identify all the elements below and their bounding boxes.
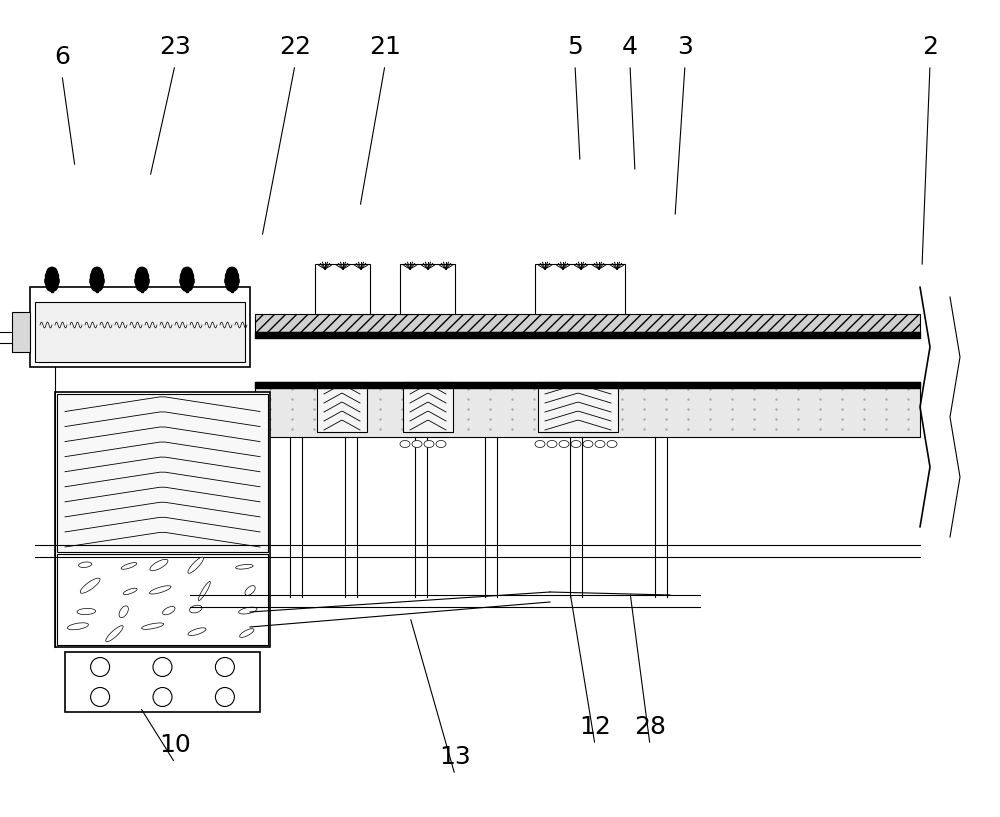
Ellipse shape <box>188 627 206 636</box>
Circle shape <box>180 270 194 283</box>
Ellipse shape <box>80 578 100 593</box>
Ellipse shape <box>77 609 96 614</box>
Bar <box>51 284 53 292</box>
Circle shape <box>153 687 172 707</box>
Text: 6: 6 <box>54 45 70 69</box>
Circle shape <box>227 267 237 278</box>
Ellipse shape <box>571 440 581 448</box>
Circle shape <box>153 658 172 676</box>
Circle shape <box>92 267 102 278</box>
Text: 3: 3 <box>677 35 693 59</box>
Text: 22: 22 <box>279 35 311 59</box>
Ellipse shape <box>121 563 137 569</box>
Circle shape <box>90 270 104 283</box>
FancyBboxPatch shape <box>35 302 245 362</box>
FancyBboxPatch shape <box>535 264 625 314</box>
Circle shape <box>135 274 149 288</box>
Ellipse shape <box>198 582 210 600</box>
Text: 13: 13 <box>439 745 471 769</box>
FancyBboxPatch shape <box>255 382 920 437</box>
Ellipse shape <box>106 626 123 642</box>
Circle shape <box>215 658 234 676</box>
Circle shape <box>182 267 192 278</box>
FancyBboxPatch shape <box>57 394 268 552</box>
Ellipse shape <box>607 440 617 448</box>
Circle shape <box>90 274 104 288</box>
Ellipse shape <box>190 605 202 613</box>
Ellipse shape <box>150 560 168 571</box>
Ellipse shape <box>149 586 171 594</box>
Ellipse shape <box>583 440 593 448</box>
FancyBboxPatch shape <box>538 382 618 432</box>
Text: 4: 4 <box>622 35 638 59</box>
Ellipse shape <box>412 440 422 448</box>
Circle shape <box>226 279 238 292</box>
Ellipse shape <box>559 440 569 448</box>
Ellipse shape <box>142 623 164 629</box>
FancyBboxPatch shape <box>30 287 250 367</box>
Ellipse shape <box>239 607 257 614</box>
Circle shape <box>136 279 148 292</box>
Ellipse shape <box>595 440 605 448</box>
Circle shape <box>137 267 147 278</box>
Circle shape <box>91 687 110 707</box>
Bar <box>231 284 233 292</box>
Ellipse shape <box>123 588 137 595</box>
Circle shape <box>225 270 239 283</box>
Circle shape <box>46 270 58 283</box>
Circle shape <box>225 274 239 288</box>
Ellipse shape <box>119 606 128 618</box>
Circle shape <box>46 279 58 292</box>
Ellipse shape <box>436 440 446 448</box>
Ellipse shape <box>67 623 88 630</box>
Ellipse shape <box>236 565 253 569</box>
Ellipse shape <box>79 562 92 568</box>
FancyBboxPatch shape <box>403 382 453 432</box>
FancyBboxPatch shape <box>317 382 367 432</box>
Circle shape <box>215 687 234 707</box>
Text: 2: 2 <box>922 35 938 59</box>
Text: 21: 21 <box>369 35 401 59</box>
Ellipse shape <box>240 628 254 637</box>
Circle shape <box>45 274 59 288</box>
Bar <box>186 284 188 292</box>
Text: 10: 10 <box>159 733 191 757</box>
Ellipse shape <box>245 586 255 596</box>
Circle shape <box>91 279 103 292</box>
FancyBboxPatch shape <box>400 264 455 314</box>
Ellipse shape <box>188 557 203 574</box>
FancyBboxPatch shape <box>255 314 920 332</box>
Text: 23: 23 <box>159 35 191 59</box>
FancyBboxPatch shape <box>12 312 30 352</box>
Circle shape <box>136 270 148 283</box>
Ellipse shape <box>400 440 410 448</box>
Ellipse shape <box>535 440 545 448</box>
Circle shape <box>181 279 193 292</box>
Ellipse shape <box>163 606 175 615</box>
Text: 28: 28 <box>634 715 666 739</box>
Text: 5: 5 <box>567 35 583 59</box>
Bar <box>96 284 98 292</box>
Bar <box>141 284 143 292</box>
Circle shape <box>180 274 194 288</box>
Ellipse shape <box>424 440 434 448</box>
FancyBboxPatch shape <box>55 392 270 647</box>
Ellipse shape <box>547 440 557 448</box>
Text: 12: 12 <box>579 715 611 739</box>
Circle shape <box>47 267 57 278</box>
FancyBboxPatch shape <box>315 264 370 314</box>
Circle shape <box>91 658 110 676</box>
FancyBboxPatch shape <box>65 652 260 712</box>
FancyBboxPatch shape <box>57 554 268 645</box>
